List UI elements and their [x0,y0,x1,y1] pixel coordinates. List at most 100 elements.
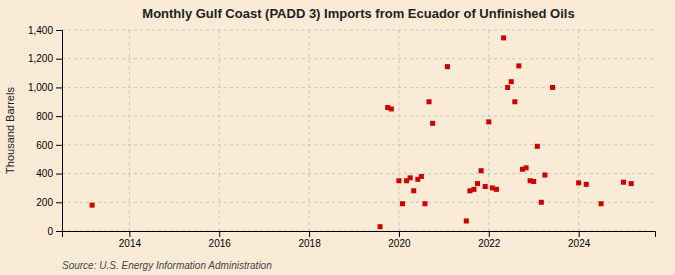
x-axis: 2014 2016 2018 2020 2022 2024 [63,231,656,249]
tick: 0 [47,226,62,237]
tick-mark [579,231,580,237]
tick-mark [309,231,310,237]
point [464,218,469,223]
tick-mark [56,202,62,203]
tick-mark [56,87,62,88]
tick: 200 [36,197,62,208]
tick-mark [219,231,220,237]
tick-label: 2016 [209,238,232,249]
point [90,203,95,208]
chart: 2014 2016 2018 2020 2022 2024 0 200 400 600 800 1,0… [0,0,675,275]
tick-label: 2022 [478,238,501,249]
tick-label: 200 [36,197,53,208]
point [584,182,589,187]
grid-line [578,30,579,231]
axis-line [56,31,63,232]
tick-label: 2014 [119,238,142,249]
tick-mark [56,145,62,146]
point [524,165,529,170]
grid-line [62,202,655,203]
tick-mark [56,30,62,31]
point [576,180,581,185]
tick-mark [56,116,62,117]
point [427,99,432,104]
tick: 2022 [478,231,501,249]
point [550,85,555,90]
tick-label: 0 [47,226,53,237]
point [400,201,405,206]
tick-label: 400 [36,168,53,179]
tick: 600 [36,140,62,151]
point [621,180,626,185]
point [531,179,536,184]
tick-mark [56,174,62,175]
grid-line [488,30,489,231]
tick: 2024 [568,231,591,249]
grid-line [62,144,655,145]
point [396,178,401,183]
point [599,201,604,206]
grid-line [62,58,655,59]
tick: 2020 [388,231,411,249]
point [535,144,540,149]
point [479,168,484,173]
point [475,181,480,186]
point [422,201,427,206]
tick-label: 2018 [298,238,321,249]
point [516,63,521,68]
tick-label: 600 [36,140,53,151]
point [389,106,394,111]
tick: 800 [36,111,62,122]
tick-label: 2024 [568,238,591,249]
point [494,187,499,192]
point [430,121,435,126]
tick-mark [56,231,62,232]
tick-label: 2020 [388,238,411,249]
point [445,64,450,69]
point [471,187,476,192]
axis-line [63,232,656,238]
grid-line [62,30,655,31]
point [408,175,413,180]
point [486,119,491,124]
grid [62,30,655,231]
grid-line [219,30,220,231]
grid-line [398,30,399,231]
tick: 2014 [119,231,142,249]
tick-mark [399,231,400,237]
grid-line [62,116,655,117]
point [509,79,514,84]
tick: 1,000 [28,82,62,93]
tick: 2016 [209,231,232,249]
grid-line [62,87,655,88]
point [629,181,634,186]
point [411,188,416,193]
tick-mark [56,59,62,60]
point [505,85,510,90]
point [483,184,488,189]
plot-area: 2014 2016 2018 2020 2022 2024 0 200 400 600 800 1,0… [28,25,656,249]
point [539,200,544,205]
y-axis-title: Thousand Barrels [4,87,16,174]
tick: 400 [36,168,62,179]
tick: 1,200 [28,53,62,64]
points [90,35,634,229]
grid-line [62,173,655,174]
point [512,99,517,104]
tick-label: 1,400 [28,25,53,36]
grid-line [309,30,310,231]
point [501,35,506,40]
tick-label: 1,000 [28,82,53,93]
grid-line [129,30,130,231]
annotation: Source: U.S. Energy Information Administ… [62,260,272,271]
point [542,173,547,178]
tick-label: 800 [36,111,53,122]
tick-label: 1,200 [28,53,53,64]
tick: 1,400 [28,25,62,36]
tick: 2018 [298,231,321,249]
point [378,224,383,229]
tick-mark [489,231,490,237]
point [419,174,424,179]
tick-mark [129,231,130,237]
y-axis: 0 200 400 600 800 1,000 1,200 1,400 [28,25,63,237]
